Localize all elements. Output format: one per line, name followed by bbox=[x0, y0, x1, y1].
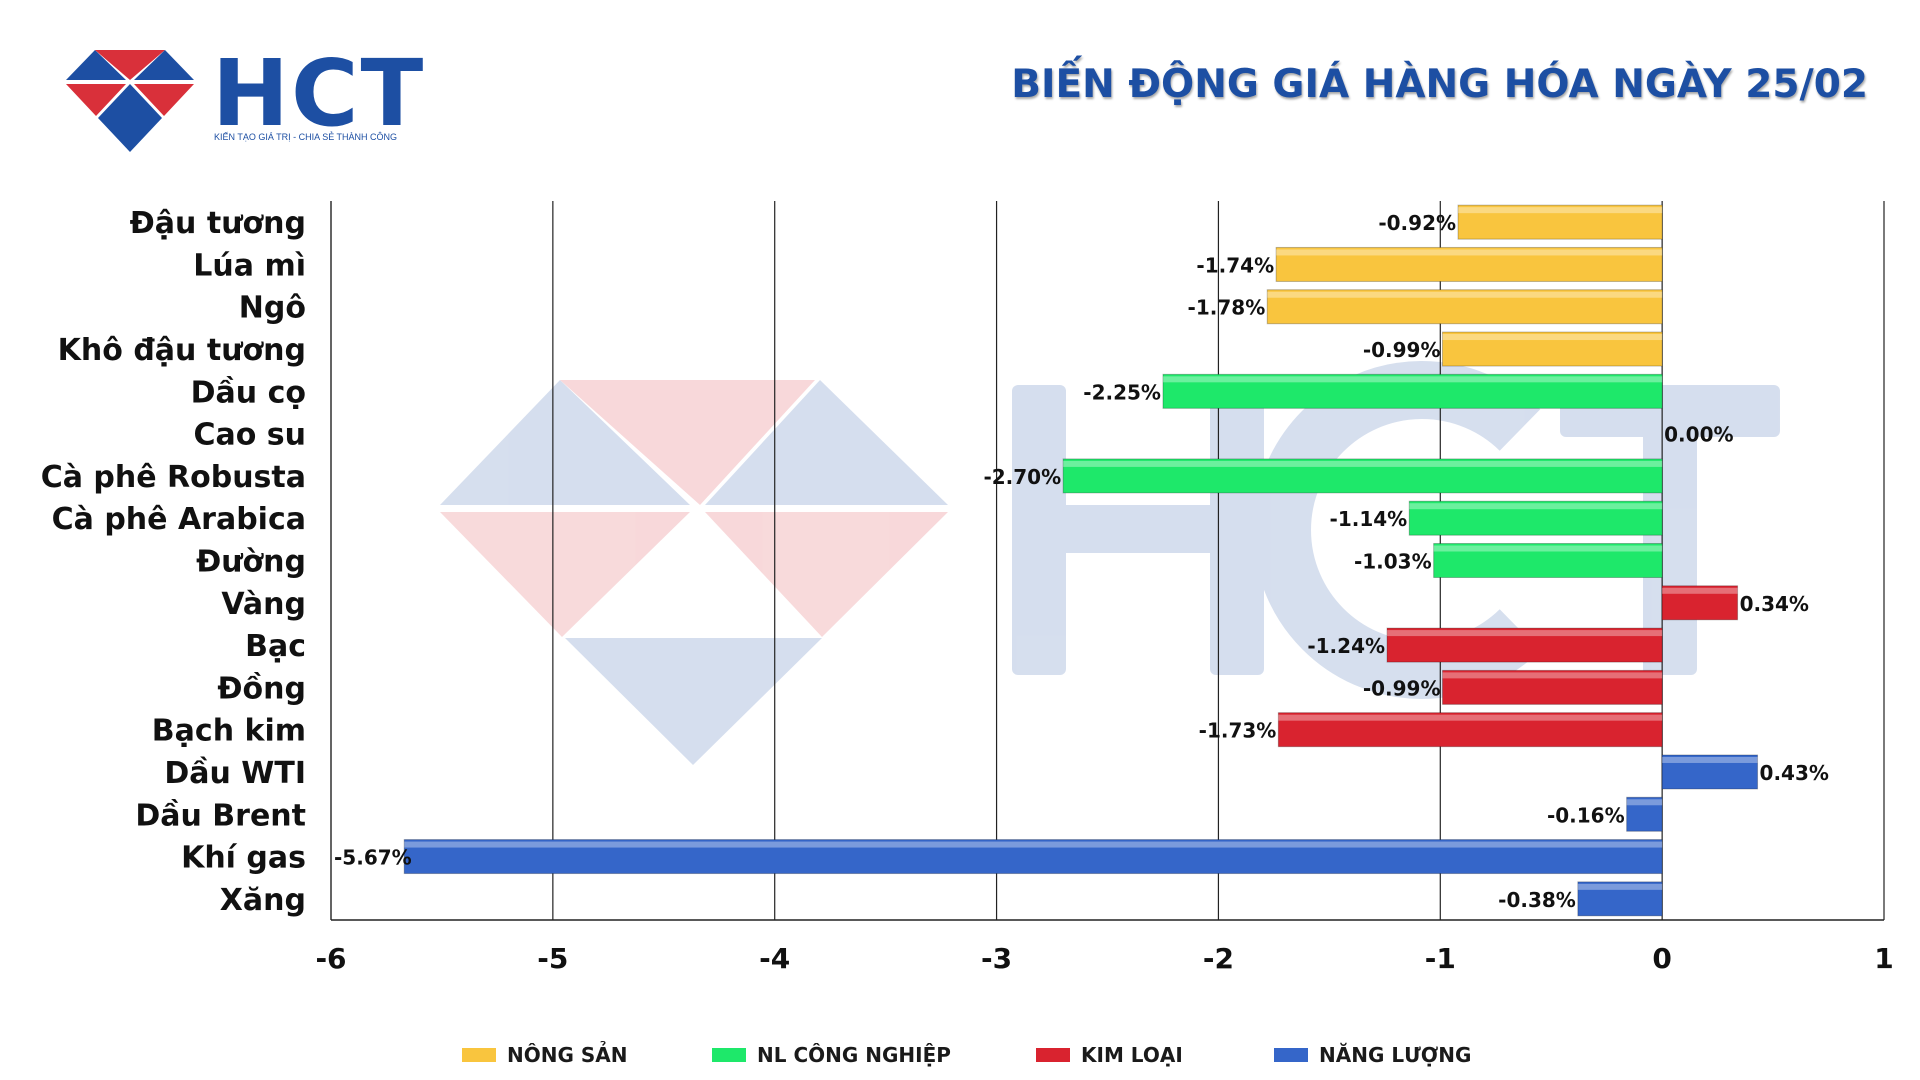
x-tick-label: 0 bbox=[1652, 942, 1671, 975]
legend-label: KIM LOẠI bbox=[1081, 1043, 1183, 1067]
value-label: -5.67% bbox=[334, 846, 412, 870]
value-label: 0.34% bbox=[1740, 592, 1809, 616]
x-tick-label: -2 bbox=[1203, 942, 1234, 975]
x-tick-label: -5 bbox=[537, 942, 568, 975]
category-label: Ngô bbox=[239, 291, 306, 326]
bar-highlight bbox=[1276, 249, 1663, 256]
bar bbox=[1661, 585, 1739, 621]
category-label: Xăng bbox=[220, 883, 306, 918]
diamond-logo-icon bbox=[66, 50, 194, 152]
bar bbox=[1266, 289, 1663, 325]
category-label: Dầu Brent bbox=[135, 798, 306, 833]
category-label: Lúa mì bbox=[193, 248, 306, 283]
value-label: -0.99% bbox=[1363, 676, 1441, 700]
page-title: BIẾN ĐỘNG GIÁ HÀNG HÓA NGÀY 25/02 bbox=[1011, 62, 1868, 107]
legend-item-nl-cong-nghiep: NL CÔNG NGHIỆP bbox=[712, 1043, 951, 1067]
bar bbox=[1162, 373, 1663, 409]
legend-swatch bbox=[1274, 1048, 1308, 1062]
bar-highlight bbox=[1442, 334, 1663, 341]
bar bbox=[1577, 881, 1663, 917]
category-label: Đường bbox=[196, 545, 306, 580]
value-label: 0.43% bbox=[1760, 761, 1829, 785]
value-label: -2.25% bbox=[1083, 380, 1161, 404]
value-label: -0.99% bbox=[1363, 338, 1441, 362]
bar-highlight bbox=[1409, 503, 1663, 510]
category-label: Đậu tương bbox=[130, 206, 306, 241]
brand-name: HCT bbox=[212, 40, 426, 147]
bar-highlight bbox=[1278, 714, 1663, 721]
x-tick-label: -4 bbox=[759, 942, 790, 975]
x-tick-label: -6 bbox=[315, 942, 346, 975]
category-label: Cà phê Arabica bbox=[52, 502, 306, 537]
x-tick-label: -3 bbox=[981, 942, 1012, 975]
category-label: Dầu WTI bbox=[164, 756, 306, 791]
bar-highlight bbox=[1267, 291, 1663, 298]
bar bbox=[1626, 796, 1663, 832]
legend-item-nong-san: NÔNG SẢN bbox=[462, 1043, 627, 1067]
legend-swatch bbox=[712, 1048, 746, 1062]
value-label: -2.70% bbox=[983, 465, 1061, 489]
value-label: -0.16% bbox=[1547, 803, 1625, 827]
bar bbox=[1275, 246, 1663, 282]
bar bbox=[403, 839, 1663, 875]
chart-legend: NÔNG SẢN NL CÔNG NGHIỆP KIM LOẠI NĂNG LƯ… bbox=[0, 1043, 1920, 1067]
value-label: -1.78% bbox=[1188, 296, 1266, 320]
bar bbox=[1062, 458, 1663, 494]
bar-highlight bbox=[1433, 545, 1663, 552]
bar-highlight bbox=[1387, 630, 1663, 637]
x-tick-label: -1 bbox=[1425, 942, 1456, 975]
category-label: Đồng bbox=[217, 671, 306, 706]
category-label: Bạch kim bbox=[152, 714, 306, 749]
value-label: 0.00% bbox=[1664, 423, 1733, 447]
legend-item-kim-loai: KIM LOẠI bbox=[1036, 1043, 1183, 1067]
bar bbox=[1661, 754, 1759, 790]
value-label: -1.73% bbox=[1199, 719, 1277, 743]
x-tick-label: 1 bbox=[1874, 942, 1893, 975]
value-label: -1.24% bbox=[1307, 634, 1385, 658]
value-label: -1.14% bbox=[1330, 507, 1408, 531]
category-label: Khí gas bbox=[181, 841, 306, 876]
value-label: -1.74% bbox=[1196, 253, 1274, 277]
bar bbox=[1442, 331, 1663, 367]
brand-logo: HCT KIẾN TẠO GIÁ TRỊ - CHIA SẺ THÀNH CÔN… bbox=[64, 44, 424, 154]
bar-highlight bbox=[1458, 207, 1663, 214]
value-label: -1.03% bbox=[1354, 550, 1432, 574]
bar-highlight bbox=[404, 841, 1663, 848]
legend-swatch bbox=[462, 1048, 496, 1062]
bar bbox=[1442, 669, 1663, 705]
category-label: Cà phê Robusta bbox=[41, 460, 306, 495]
category-label: Dầu cọ bbox=[191, 375, 306, 410]
legend-item-nang-luong: NĂNG LƯỢNG bbox=[1274, 1043, 1471, 1067]
bar-highlight bbox=[1662, 756, 1758, 763]
value-label: -0.38% bbox=[1498, 888, 1576, 912]
category-label: Bạc bbox=[245, 629, 306, 664]
bar bbox=[1408, 500, 1663, 536]
bar bbox=[1386, 627, 1663, 663]
bar-highlight bbox=[1442, 672, 1663, 679]
legend-label: NĂNG LƯỢNG bbox=[1319, 1043, 1472, 1067]
category-label: Khô đậu tương bbox=[58, 333, 306, 368]
bar-highlight bbox=[1063, 460, 1663, 467]
bar-highlight bbox=[1162, 376, 1663, 383]
legend-label: NÔNG SẢN bbox=[507, 1043, 628, 1067]
bar bbox=[1433, 543, 1663, 578]
legend-label: NL CÔNG NGHIỆP bbox=[757, 1043, 951, 1067]
bar-highlight bbox=[1626, 799, 1663, 806]
bar-highlight bbox=[1662, 587, 1738, 594]
value-label: -0.92% bbox=[1378, 211, 1456, 235]
bar-highlight bbox=[1577, 883, 1663, 890]
brand-tagline: KIẾN TẠO GIÁ TRỊ - CHIA SẺ THÀNH CÔNG bbox=[214, 132, 398, 142]
category-label: Vàng bbox=[221, 587, 306, 622]
bar bbox=[1277, 712, 1663, 748]
category-label: Cao su bbox=[193, 418, 306, 453]
legend-swatch bbox=[1036, 1048, 1070, 1062]
bar bbox=[1457, 204, 1663, 240]
